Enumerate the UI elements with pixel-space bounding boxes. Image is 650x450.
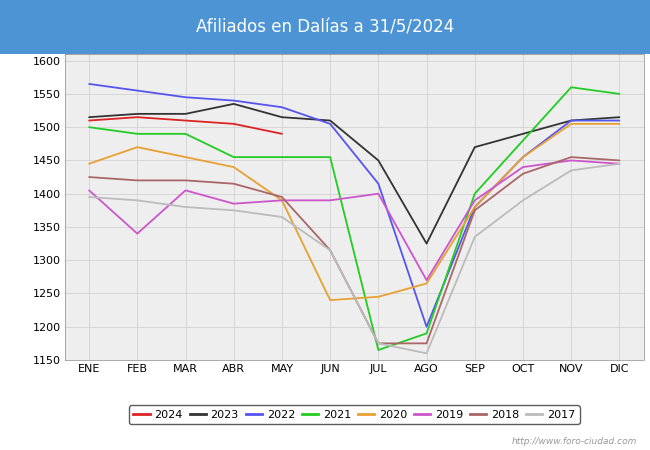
Text: Afiliados en Dalías a 31/5/2024: Afiliados en Dalías a 31/5/2024 bbox=[196, 18, 454, 36]
Text: http://www.foro-ciudad.com: http://www.foro-ciudad.com bbox=[512, 436, 637, 446]
Legend: 2024, 2023, 2022, 2021, 2020, 2019, 2018, 2017: 2024, 2023, 2022, 2021, 2020, 2019, 2018… bbox=[129, 405, 580, 424]
